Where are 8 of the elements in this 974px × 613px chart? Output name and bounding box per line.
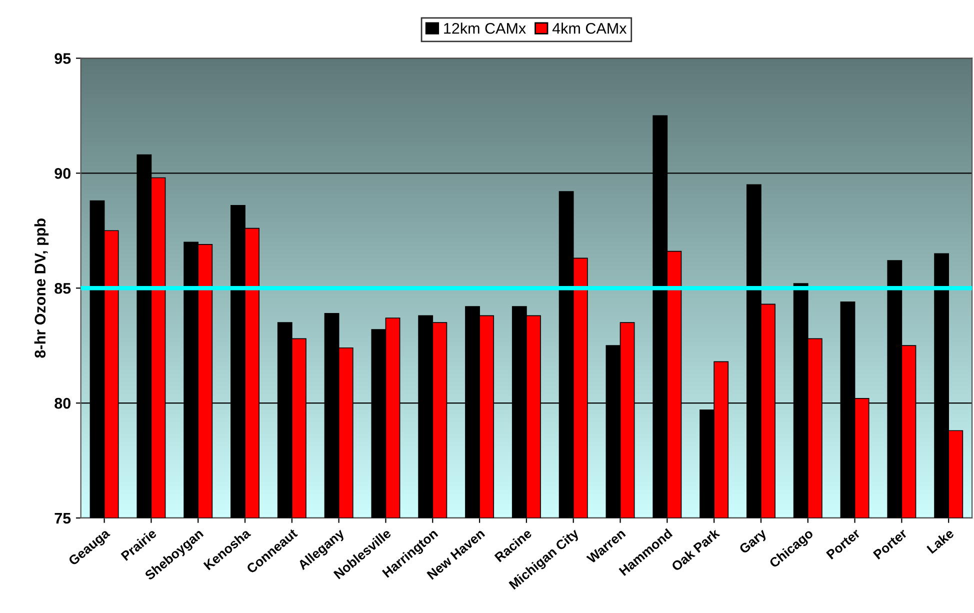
- legend-label: 4km CAMx: [552, 22, 627, 34]
- y-tick-label: 85: [54, 282, 71, 294]
- y-tick-label: 80: [54, 398, 70, 409]
- y-axis-title: 8-hr Ozone DV, ppb: [34, 218, 49, 358]
- legend-label: 12km CAMx: [444, 22, 526, 34]
- y-tick-label: 90: [54, 168, 70, 179]
- y-tick-label: 95: [54, 53, 71, 64]
- y-tick-label: 75: [54, 513, 71, 524]
